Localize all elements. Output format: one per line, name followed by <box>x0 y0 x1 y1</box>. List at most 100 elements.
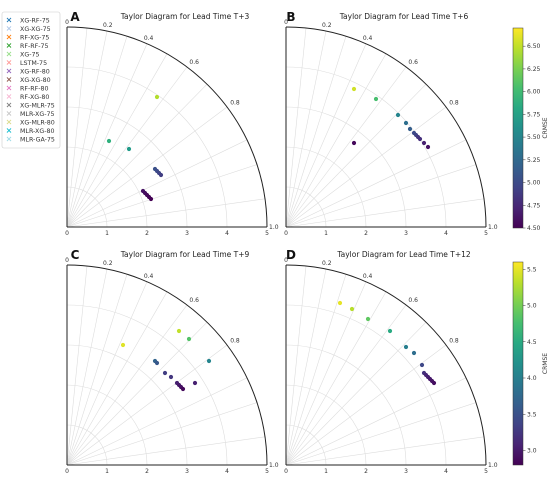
data-point <box>403 344 409 350</box>
colorbar-tick-label: 3.0 <box>527 448 537 455</box>
correlation-grid-ray <box>66 30 108 228</box>
correlation-grid-ray <box>66 43 148 228</box>
colorbar-tick-label: 5.75 <box>527 111 541 118</box>
legend-label: XG-75 <box>20 52 39 59</box>
legend-entry: × MLR-XG-80 <box>6 126 55 135</box>
correlation-grid-ray <box>285 304 407 466</box>
legend-label: XG-XG-80 <box>20 77 51 84</box>
radial-tick-label: 4 <box>225 468 229 475</box>
std-grid-arc <box>66 304 228 466</box>
outer-arc <box>285 264 487 466</box>
data-point <box>154 360 160 366</box>
legend-label: XG-RF-75 <box>20 18 50 25</box>
data-point <box>106 138 112 144</box>
correlation-tick-label: 0.4 <box>144 35 154 42</box>
legend-marker-x-icon: × <box>6 41 13 50</box>
data-point <box>417 136 423 142</box>
correlation-grid-ray <box>66 344 228 466</box>
correlation-tick-label: 0.6 <box>408 59 418 66</box>
outer-arc <box>285 26 487 228</box>
legend-marker-x-icon: × <box>6 33 13 42</box>
correlation-grid-ray <box>285 291 387 466</box>
correlation-grid-ray <box>66 436 266 466</box>
colorbar-tick-label: 4.50 <box>527 225 541 232</box>
std-grid-arc <box>285 304 447 466</box>
correlation-grid-ray <box>66 402 258 466</box>
radial-tick-label: 5 <box>484 468 488 475</box>
correlation-tick-label: 0.6 <box>189 59 199 66</box>
legend-label: XG-XG-75 <box>20 26 51 33</box>
colorbar-tick-label: 5.5 <box>527 266 537 273</box>
std-grid-arc <box>285 66 447 228</box>
correlation-grid-ray <box>66 27 88 228</box>
legend-label: RF-RF-75 <box>20 43 49 50</box>
legend-marker-x-icon: × <box>6 75 13 84</box>
std-grid-arc <box>66 344 188 466</box>
radial-tick-label: 5 <box>265 230 269 237</box>
colorbar-panel-d: 3.0 3.5 4.0 4.5 5.0 5.5 CRMSE <box>512 261 549 466</box>
data-point <box>158 172 164 178</box>
correlation-tick-label: 0.8 <box>230 338 240 345</box>
data-point <box>421 140 427 146</box>
radial-tick-label: 1 <box>324 230 328 237</box>
legend-box <box>1 11 61 149</box>
radial-tick-label: 0 <box>284 468 288 475</box>
colorbar-tick-label: 4.0 <box>527 375 537 382</box>
data-point <box>148 196 154 202</box>
legend-marker-x-icon: × <box>6 50 13 59</box>
data-point <box>154 94 160 100</box>
taylor-panel-b: 0 1 2 3 4 5 0 0.2 0.4 0.6 0.8 1.0 Taylor Diagram for… <box>284 10 498 237</box>
radial-tick-label: 1 <box>105 230 109 237</box>
legend-entry: × XG-75 <box>6 50 40 59</box>
correlation-grid-ray <box>285 139 467 228</box>
radial-tick-label: 5 <box>265 468 269 475</box>
correlation-tick-label: 0.2 <box>103 260 113 267</box>
correlation-grid-ray <box>66 274 128 466</box>
legend-entry: × LSTM-75 <box>6 58 47 67</box>
legend-entry: × XG-MLR-80 <box>6 118 55 127</box>
correlation-grid-ray <box>66 377 248 466</box>
data-point <box>168 374 174 380</box>
correlation-grid-ray <box>66 281 148 466</box>
legend-label: MLR-GA-75 <box>20 137 55 144</box>
legend-marker-x-icon: × <box>6 101 13 110</box>
std-grid-arc <box>285 344 407 466</box>
correlation-tick-label: 0.4 <box>363 35 373 42</box>
std-grid-arc <box>66 66 228 228</box>
radial-tick-label-top: 0 <box>65 19 69 26</box>
radial-tick-label: 3 <box>404 468 408 475</box>
panels: 0 1 2 3 4 5 0 0.2 0.4 0.6 0.8 1.0 Taylor Diagram for… <box>65 10 498 475</box>
colorbar-tick-label: 5.50 <box>527 134 541 141</box>
radial-tick-label: 3 <box>185 230 189 237</box>
legend-entry: × RF-RF-75 <box>6 41 49 50</box>
taylor-panel-a: 0 1 2 3 4 5 0 0.2 0.4 0.6 0.8 1.0 Taylor Diagram for… <box>65 10 279 237</box>
correlation-grid-ray <box>285 402 477 466</box>
colorbar-tick-label: 5.00 <box>527 180 541 187</box>
radial-tick-label: 2 <box>364 468 368 475</box>
colorbar-tick-label: 6.50 <box>527 43 541 50</box>
data-point <box>206 358 212 364</box>
radial-tick-label: 2 <box>145 468 149 475</box>
correlation-tick-label: 0.4 <box>363 273 373 280</box>
legend-marker-x-icon: × <box>6 16 13 25</box>
legend-entry: × RF-XG-75 <box>6 33 50 42</box>
data-point <box>186 336 192 342</box>
legend-label: XG-RF-80 <box>20 69 50 76</box>
panel-title: Taylor Diagram for Lead Time T+6 <box>339 12 469 21</box>
legend-entry: × XG-RF-75 <box>6 16 50 25</box>
correlation-grid-ray <box>66 36 128 228</box>
std-grid-arc <box>285 186 327 228</box>
correlation-tick-label: 1.0 <box>269 462 279 469</box>
correlation-grid-ray <box>285 265 307 466</box>
radial-tick-label: 1 <box>105 468 109 475</box>
correlation-tick-label: 0.8 <box>449 100 459 107</box>
correlation-grid-ray <box>285 198 485 228</box>
data-point <box>351 140 357 146</box>
data-point <box>176 328 182 334</box>
data-point <box>419 362 425 368</box>
data-point <box>180 386 186 392</box>
radial-tick-label: 4 <box>444 230 448 237</box>
radial-tick-label: 2 <box>145 230 149 237</box>
data-point <box>431 380 437 386</box>
